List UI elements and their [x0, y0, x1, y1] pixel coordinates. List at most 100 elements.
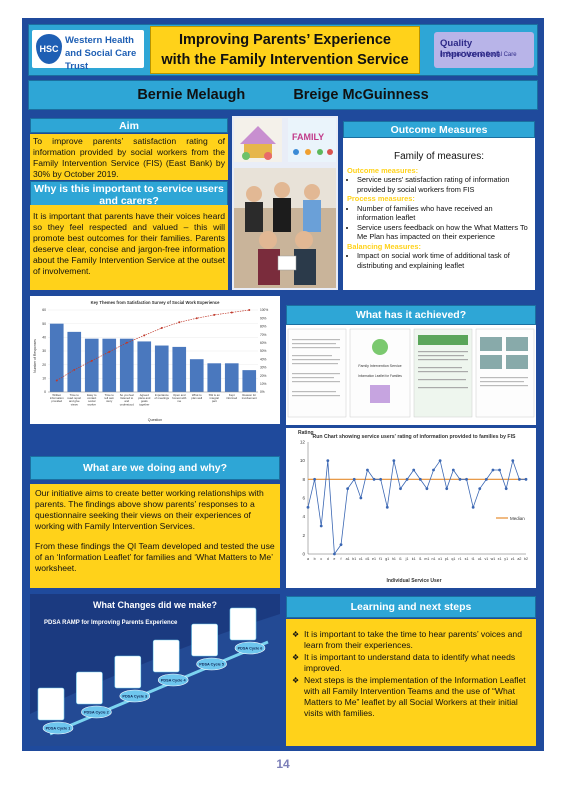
x-tick-label: h1: [392, 557, 396, 561]
x-tick-label: p1: [445, 557, 449, 561]
y2-tick-label: 60%: [260, 341, 267, 345]
cumulative-point: [213, 313, 216, 316]
aim-heading: Aim: [30, 118, 228, 133]
list-item: Service users feedback on how the What M…: [357, 223, 531, 242]
x-tick-label: m1: [424, 557, 429, 561]
why-text: It is important that parents have their …: [30, 205, 228, 290]
pdsa-cycle-label: PDSA Cycle 1: [46, 727, 71, 731]
x-tick-label: What to plan well: [191, 393, 202, 400]
y-tick-label: 10: [42, 377, 46, 381]
list-item: Next steps is the implementation of the …: [292, 675, 530, 719]
y-tick-label: 10: [300, 458, 306, 463]
rating-point: [517, 477, 521, 481]
svg-text:FAMILY: FAMILY: [292, 132, 324, 142]
y2-tick-label: 0%: [260, 390, 265, 394]
rating-point: [484, 477, 488, 481]
family-of-measures-title: Family of measures:: [393, 151, 485, 162]
pdsa-ramp-diagram: What Changes did we make? PDSA RAMP for …: [30, 594, 280, 746]
x-tick-label: Easy to contact social worker: [87, 393, 97, 406]
pdsa-note-box: [191, 623, 218, 657]
pdsa-cycle: [157, 673, 189, 687]
x-tick-label: r1: [458, 557, 461, 561]
rating-point: [412, 468, 416, 472]
y-tick-label: 2: [302, 533, 305, 538]
x-tick-label: Time to read report and give views: [67, 393, 81, 406]
y2-tick-label: 50%: [260, 349, 267, 353]
why-heading: Why is this important to service users a…: [30, 181, 228, 207]
bar: [84, 338, 99, 392]
pdsa-cycle: [42, 721, 74, 735]
rating-point: [313, 477, 317, 481]
y2-tick-label: 90%: [260, 316, 267, 320]
pdsa-note-box: [152, 639, 180, 673]
list-item: Impact on social work time of additional…: [357, 251, 531, 270]
bar: [49, 323, 64, 392]
rating-point: [438, 459, 442, 463]
pdsa-cycle-label: PDSA Cycle 4: [161, 679, 187, 683]
cumulative-point: [90, 359, 93, 362]
x-tick-label: Kept informed: [226, 393, 237, 400]
y-tick-label: 40: [42, 336, 46, 340]
pdsa-ramp: What Changes did we make? PDSA RAMP for …: [30, 594, 280, 746]
x-tick-label: g1: [385, 557, 389, 561]
rating-point: [333, 552, 336, 556]
cumulative-point: [248, 309, 251, 311]
team-photos: FAMILY: [232, 116, 338, 290]
y-tick-label: 60: [42, 308, 46, 312]
x-tick-label: s1: [465, 557, 469, 561]
x-tick-label: x1: [498, 557, 502, 561]
bar: [154, 345, 169, 392]
run-title: Run Chart showing service users' rating …: [312, 434, 516, 440]
x-tick-label: Open and honest with me: [172, 393, 187, 403]
author-name: Breige McGuinness: [293, 87, 429, 103]
y2-tick-label: 80%: [260, 325, 267, 329]
rating-point: [504, 487, 508, 491]
y-tick-label: 8: [302, 477, 305, 482]
x-tick-label: e: [333, 557, 335, 561]
leaflet-subtitle: Information Leaflet for Families: [358, 374, 402, 378]
x-tick-label: Importance of meetings: [155, 393, 170, 400]
rating-point: [425, 487, 429, 491]
pdsa-cycle: [234, 641, 266, 655]
x-tick-label: u1: [478, 557, 482, 561]
x-tick-label: f1: [379, 557, 382, 561]
page-number: 14: [276, 757, 290, 771]
y-tick-label: 4: [302, 514, 305, 519]
rating-point: [491, 468, 495, 472]
rating-point: [418, 477, 422, 481]
pdsa-heading: What Changes did we make?: [93, 600, 217, 610]
achieved-heading: What has it achieved?: [286, 305, 536, 325]
learning-heading: Learning and next steps: [286, 596, 536, 618]
learning-list: It is important to take the time to hear…: [286, 619, 536, 746]
rating-point: [465, 477, 468, 481]
list-item: Number of families who have received an …: [357, 204, 531, 223]
quality-improvement-logo: Quality Improvement in Social Work & Soc…: [434, 32, 534, 68]
x-tick-label: a: [307, 557, 309, 561]
cumulative-point: [178, 321, 181, 324]
outcome-measures: Family of measures: Outcome measures: Se…: [343, 138, 535, 290]
pdsa-note-box: [76, 671, 103, 705]
author-name: Bernie Melaugh: [137, 87, 246, 103]
y-tick-label: 20: [42, 363, 46, 367]
rating-point: [379, 477, 383, 481]
x-tick-label: q1: [451, 557, 455, 561]
x-tick-label: Time to tell own story: [105, 393, 115, 403]
cumulative-point: [125, 341, 128, 344]
rating-point: [306, 505, 310, 509]
run-xlabel: Individual Service User: [386, 578, 441, 584]
x-tick-label: d1: [365, 557, 369, 561]
trust-name: Western Health and Social Care Trust: [65, 35, 137, 72]
x-tick-label: n1: [432, 557, 436, 561]
outcome-measures-label: Outcome measures:: [347, 165, 419, 175]
bar: [189, 359, 204, 392]
y-tick-label: 6: [302, 496, 305, 501]
x-tick-label: o1: [438, 557, 442, 561]
x-tick-label: b1: [352, 557, 356, 561]
bar: [172, 346, 187, 392]
x-tick-label: t1: [472, 557, 475, 561]
x-tick-label: f: [341, 557, 342, 561]
x-tick-label: a2: [517, 557, 521, 561]
bar: [207, 363, 222, 392]
x-tick-label: SW is an integral part: [209, 393, 221, 403]
rating-point: [511, 459, 515, 463]
